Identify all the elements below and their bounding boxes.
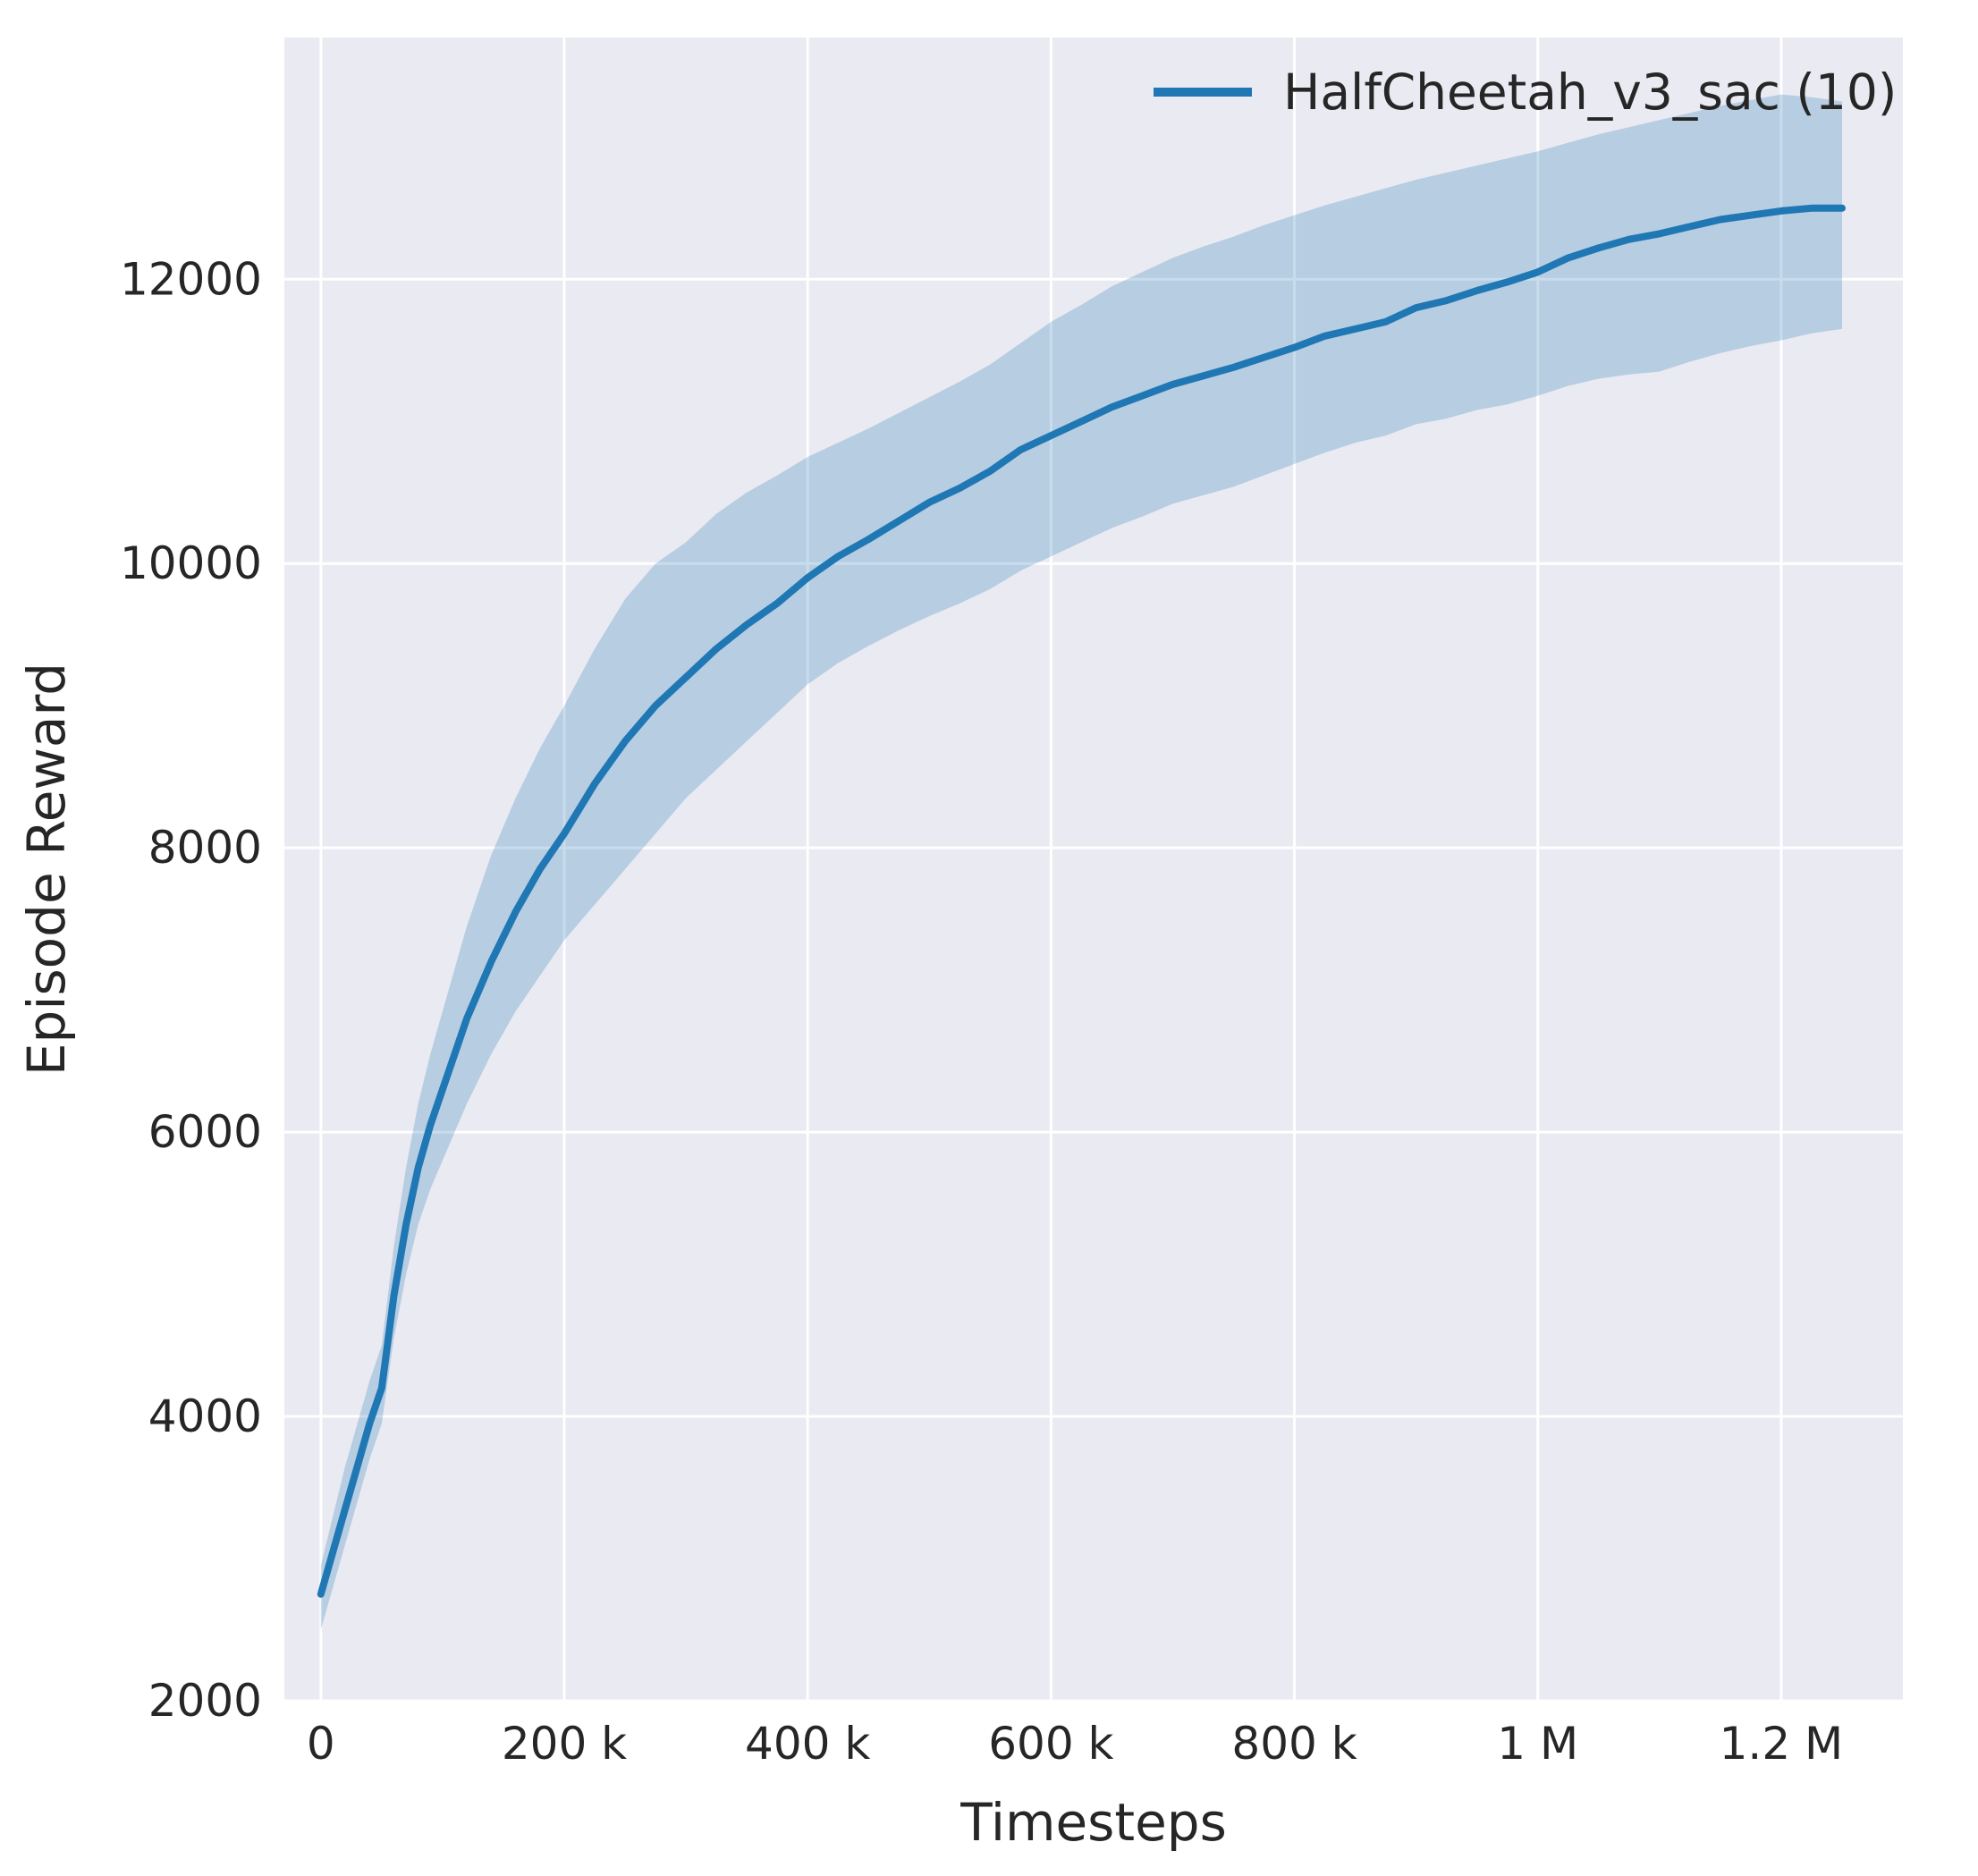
tick-layer: 0 200 k 400 k 600 k 800 k 1 M 1.2 M 2000 4000 600… (120, 253, 1843, 1770)
y-tick-label: 8000 (148, 822, 262, 874)
y-tick-label: 4000 (148, 1390, 262, 1442)
x-tick-label: 600 k (988, 1718, 1113, 1770)
legend: HalfCheetah_v3_sac (10) (1154, 63, 1897, 121)
grid-layer (284, 38, 1903, 1703)
x-tick-label: 800 k (1231, 1718, 1357, 1770)
x-tick-label: 400 k (745, 1718, 870, 1770)
y-tick-label: 12000 (120, 253, 262, 305)
x-axis-label: Timesteps (959, 1792, 1227, 1853)
plot-area-background (284, 38, 1903, 1701)
confidence-band (320, 94, 1842, 1630)
mean-line (317, 204, 1846, 1598)
x-tick-label: 1 M (1497, 1718, 1578, 1770)
y-axis-label: Episode Reward (16, 663, 77, 1076)
x-tick-label: 0 (307, 1718, 335, 1770)
data-layer (317, 94, 1846, 1630)
y-tick-label: 10000 (120, 537, 262, 589)
y-tick-label: 6000 (148, 1106, 262, 1158)
x-tick-label: 1.2 M (1720, 1718, 1844, 1770)
x-tick-label: 200 k (502, 1718, 627, 1770)
y-tick-label: 2000 (148, 1675, 262, 1727)
legend-entry-label: HalfCheetah_v3_sac (10) (1283, 63, 1897, 121)
